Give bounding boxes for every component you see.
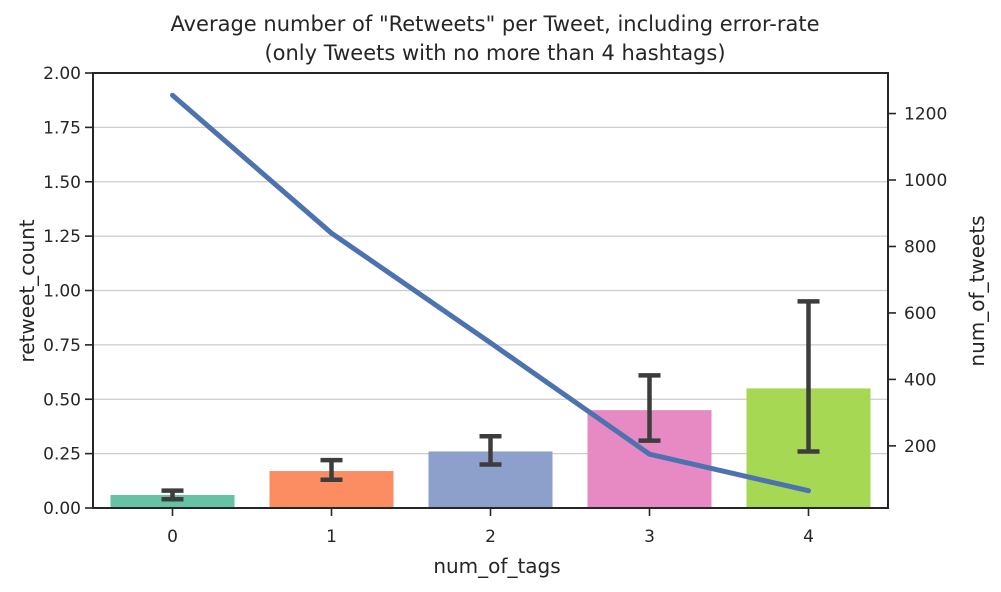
y-tick-label: 1.75: [43, 118, 81, 138]
x-tick-label: 0: [167, 527, 178, 547]
x-tick-label: 4: [803, 527, 814, 547]
y-axis-left: 0.00 0.25 0.50 0.75 1.00 1.25 1.50 1.75 2.00: [43, 64, 93, 519]
x-axis: 0 1 2 3 4: [167, 508, 814, 547]
y-tick-label: 0.00: [43, 499, 81, 519]
chart-title-line1: Average number of "Retweets" per Tweet, …: [170, 12, 819, 36]
error-bars: [161, 299, 820, 502]
y-tick-label: 1.00: [43, 282, 81, 302]
y-axis-label: retweet_count: [15, 219, 39, 362]
y2-tick-label: 1000: [904, 171, 947, 191]
y2-tick-label: 200: [904, 437, 936, 457]
y-tick-label: 1.25: [43, 227, 81, 247]
y2-axis-label: num_of_tweets: [965, 215, 989, 366]
x-tick-label: 3: [644, 527, 655, 547]
x-axis-label: num_of_tags: [433, 554, 560, 578]
y-tick-label: 0.25: [43, 445, 81, 465]
y2-tick-label: 400: [904, 370, 936, 390]
bars: [110, 388, 871, 508]
y2-tick-label: 800: [904, 237, 936, 257]
x-tick-label: 2: [485, 527, 496, 547]
y-tick-label: 2.00: [43, 64, 81, 84]
x-tick-label: 1: [326, 527, 337, 547]
y2-tick-label: 1200: [904, 105, 947, 125]
num-of-tweets-line: [170, 92, 811, 494]
y-tick-label: 0.75: [43, 336, 81, 356]
y-tick-label: 1.50: [43, 173, 81, 193]
y2-tick-label: 600: [904, 304, 936, 324]
y-axis-right: 200 400 600 800 1000 1200: [888, 105, 947, 457]
y-tick-label: 0.50: [43, 390, 81, 410]
chart-title-line2: (only Tweets with no more than 4 hashtag…: [264, 41, 725, 65]
